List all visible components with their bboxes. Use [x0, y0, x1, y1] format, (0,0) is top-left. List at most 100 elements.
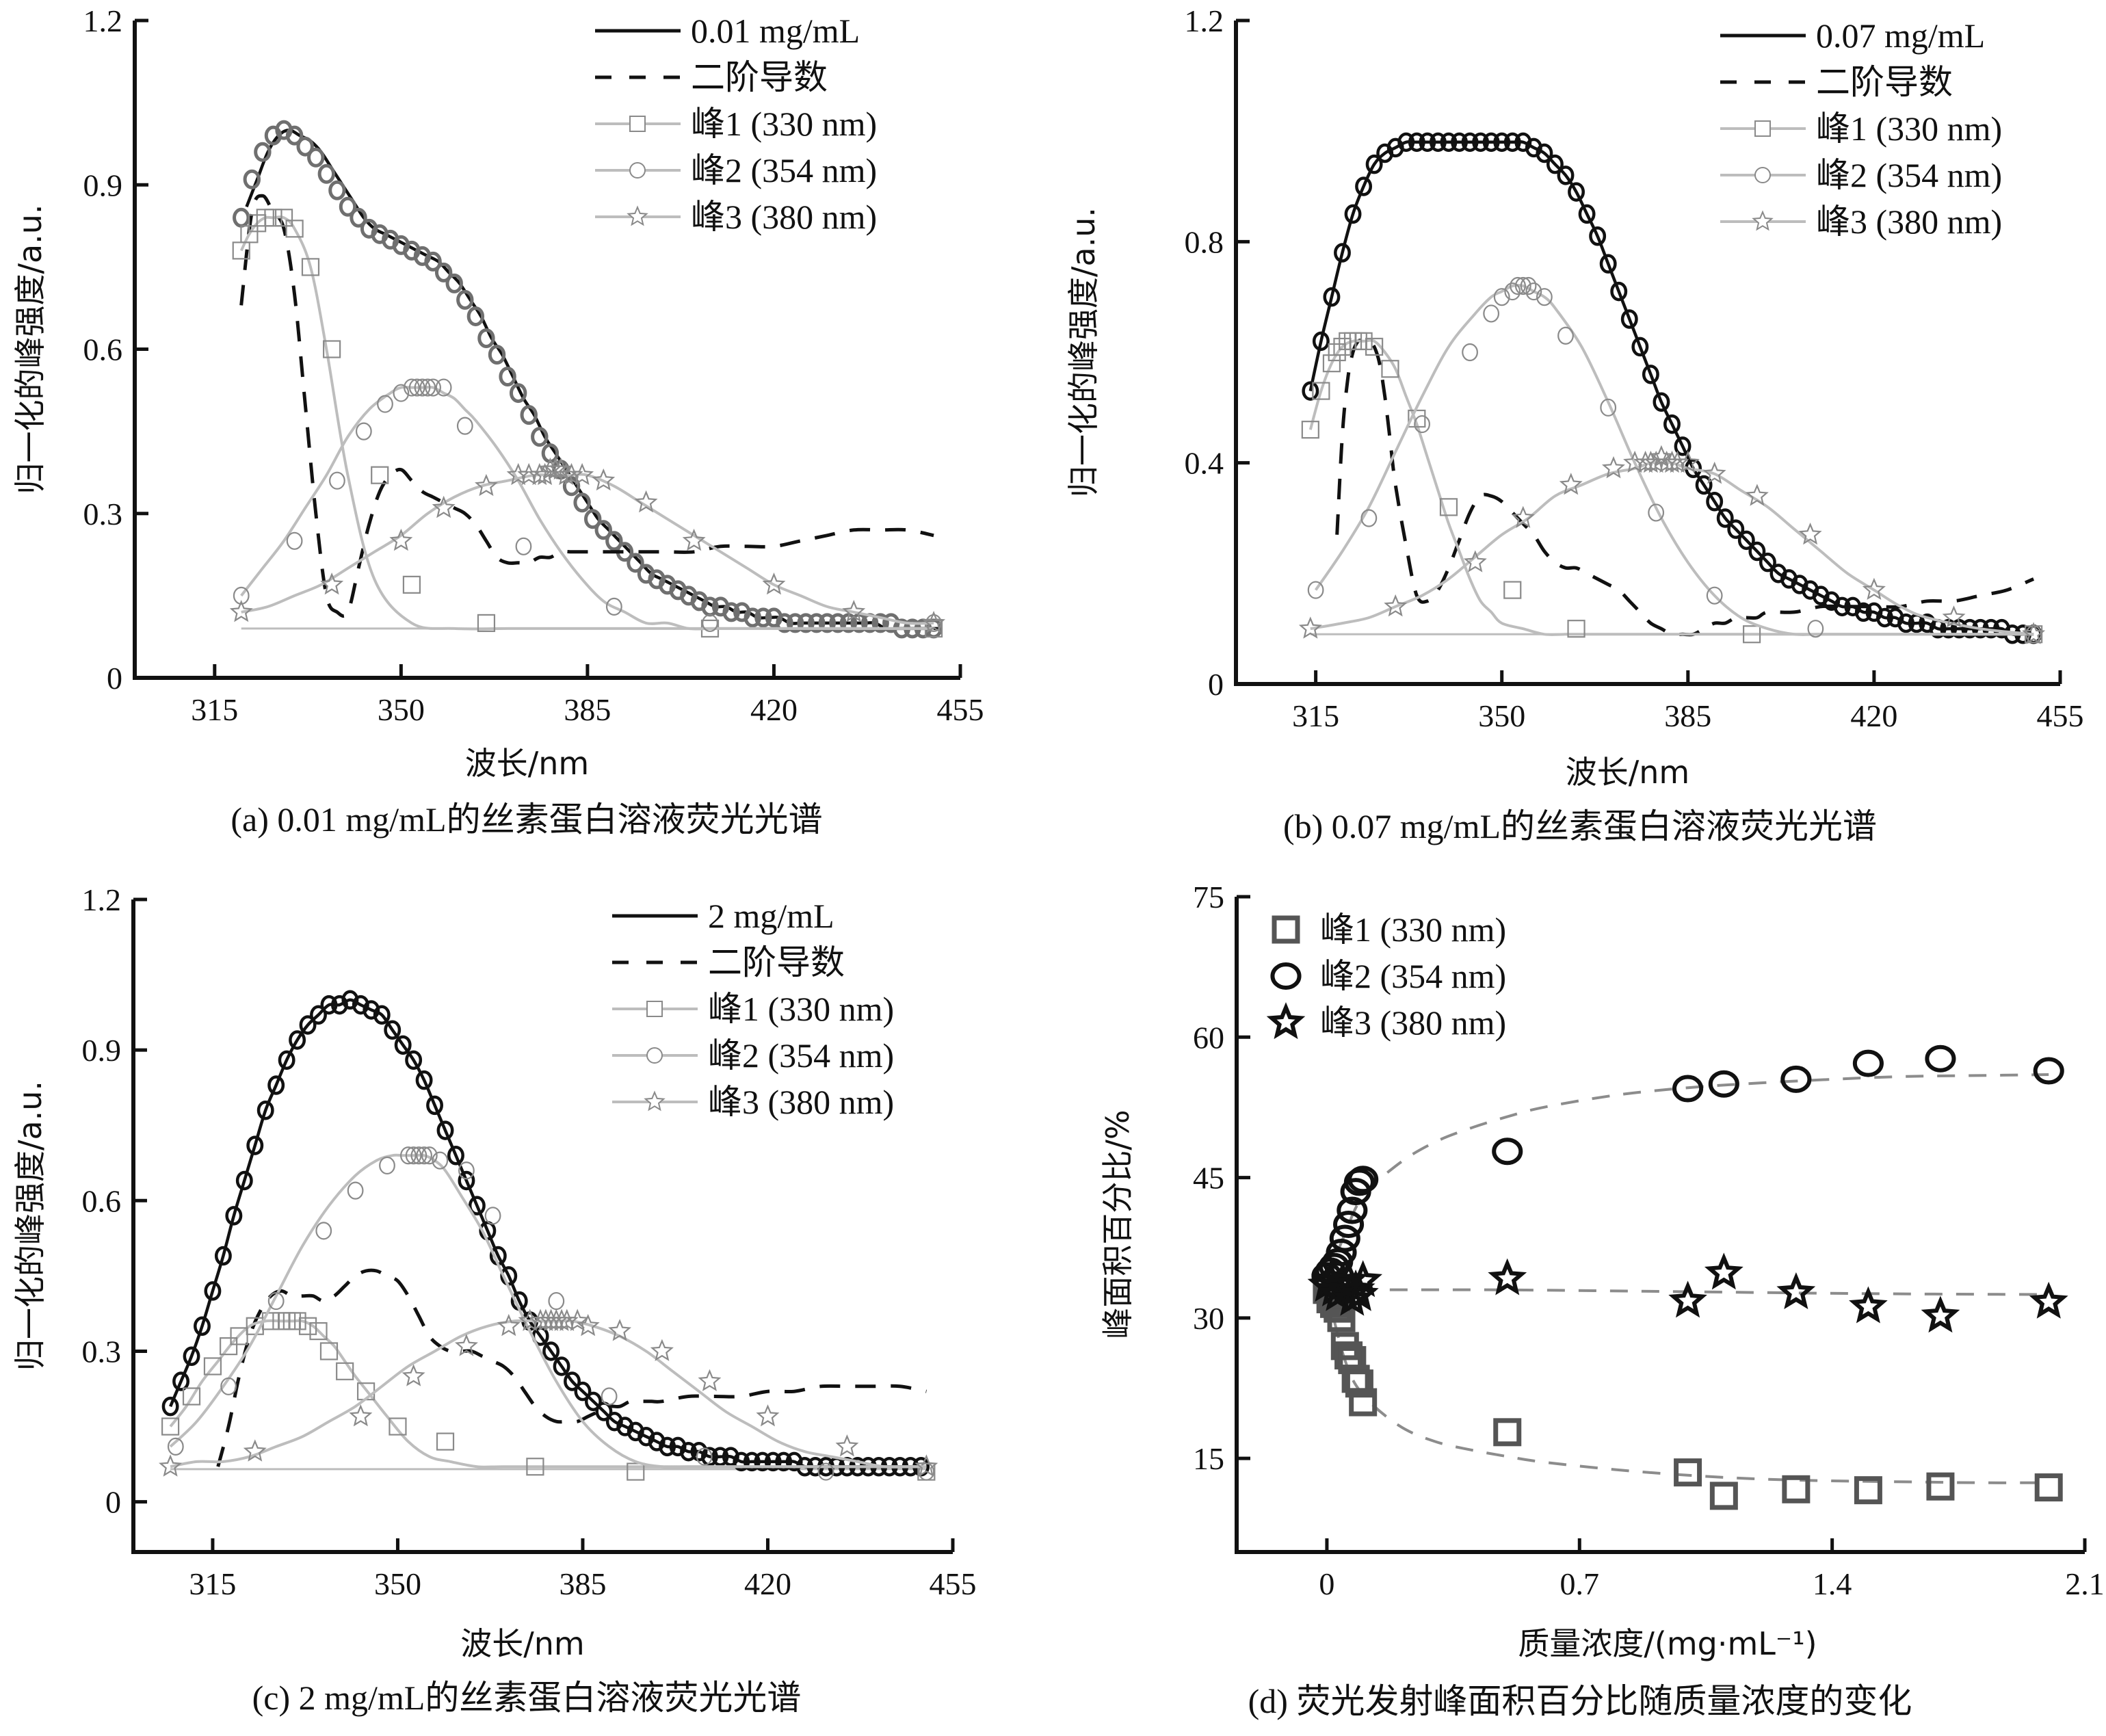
series-5 [229, 457, 946, 633]
data-point [285, 125, 304, 146]
data-point [1601, 456, 1625, 479]
y-tick-label: 0 [107, 661, 122, 696]
series-4 [1298, 445, 2046, 644]
data-point [1482, 132, 1500, 153]
data-point [1709, 1482, 1738, 1510]
series-1 [1326, 1073, 2049, 1281]
data-point [702, 614, 718, 633]
y-tick-label: 30 [1193, 1301, 1224, 1336]
panel-d: 0 0.7 1.4 2.1 15 30 45 60 75 质量浓度/(mg·mL⁻¹) 峰面积百分比… [1053, 868, 2106, 1736]
square-marker-icon [1272, 915, 1300, 944]
data-point [1599, 254, 1617, 274]
data-point [415, 1070, 433, 1090]
x-tick-label: 350 [374, 1566, 421, 1601]
axes: 315 350 385 420 455 0 0.3 0.6 0.9 1.2 波长/nm 归一化的峰强度… [12, 3, 984, 782]
data-point [764, 1451, 782, 1472]
star-marker-icon [1266, 1002, 1306, 1040]
series-3 [167, 1146, 935, 1481]
data-point [347, 1181, 364, 1200]
data-point [1472, 132, 1490, 153]
data-point [1921, 1296, 1960, 1333]
series-line [1335, 339, 2035, 637]
legend-label: 峰1 (330 nm) [1320, 910, 1506, 949]
data-point [319, 1342, 339, 1360]
data-point [1926, 1472, 1955, 1501]
data-point [1852, 1049, 1884, 1077]
data-point [425, 378, 441, 397]
series-line [240, 385, 934, 631]
data-point [246, 1135, 264, 1155]
fit-curve [1326, 1073, 2049, 1281]
y-tick-label: 0.6 [82, 1183, 122, 1218]
series-line [239, 194, 934, 618]
x-tick-label: 1.4 [1813, 1566, 1852, 1601]
x-tick-label: 315 [191, 692, 238, 727]
data-point [754, 607, 772, 628]
series-line [1310, 461, 2034, 636]
data-point [818, 613, 837, 633]
legend-item: 二阶导数 [612, 943, 845, 982]
panel-b: 315 350 385 420 455 0 0.4 0.8 1.2 波长/nm 归一化的峰强度/a.… [1053, 0, 2106, 868]
data-point [458, 1161, 475, 1180]
x-tick-label: 420 [744, 1566, 791, 1601]
data-point [1704, 1252, 1743, 1290]
series-1 [233, 120, 943, 639]
x-tick-label: 455 [930, 1566, 977, 1601]
data-point [594, 520, 612, 540]
data-point [914, 1454, 938, 1477]
series-line [1314, 284, 2034, 636]
data-point [531, 427, 549, 447]
circle-marker-icon [1270, 962, 1302, 990]
data-point [548, 1291, 565, 1311]
data-point [1336, 1269, 1376, 1306]
legend-label: 0.01 mg/mL [691, 12, 860, 50]
legend-label: 峰3 (380 nm) [691, 198, 877, 236]
y-tick-label: 0 [105, 1485, 121, 1520]
x-tick-label: 420 [1850, 698, 1897, 733]
data-point [286, 531, 303, 550]
legend-label: 0.07 mg/mL [1816, 16, 1985, 55]
data-point [225, 1206, 243, 1226]
chart-c: 315 350 385 420 455 0 0.3 0.6 0.9 1.2 波长/nm 归一化的峰强度… [12, 882, 977, 1717]
data-point [1343, 1168, 1375, 1196]
data-point [754, 1451, 772, 1472]
data-point [410, 1146, 427, 1165]
data-point [566, 1308, 590, 1331]
series-points-2 [1307, 1252, 2068, 1333]
data-point [1488, 1258, 1527, 1296]
data-point [1702, 461, 1726, 484]
data-point [918, 1462, 935, 1481]
data-point [1419, 132, 1436, 153]
data-point [1672, 1075, 1704, 1103]
data-point [204, 1281, 222, 1301]
data-point [172, 1371, 190, 1391]
data-point [317, 163, 336, 184]
data-point [421, 1146, 438, 1165]
data-point [278, 1050, 295, 1070]
data-point [1546, 154, 1564, 174]
data-point [682, 528, 706, 551]
data-point [1365, 337, 1384, 356]
data-point [797, 613, 815, 633]
legend-item: 峰3 (380 nm) [595, 198, 877, 236]
data-point [402, 575, 421, 594]
data-point [167, 1437, 184, 1456]
data-point [288, 1312, 306, 1330]
legend-label: 峰2 (354 nm) [1320, 957, 1506, 995]
data-point [419, 378, 436, 397]
legend-item: 0.07 mg/mL [1720, 16, 1985, 55]
series-line [169, 1153, 927, 1469]
data-point [373, 1005, 391, 1025]
y-tick-label: 45 [1193, 1161, 1224, 1196]
series-2 [161, 1312, 936, 1481]
legend-label: 峰3 (380 nm) [1320, 1003, 1506, 1042]
chart-b: 315 350 385 420 455 0 0.4 0.8 1.2 波长/nm 归一化的峰强度/a.… [1065, 3, 2084, 845]
data-point [499, 367, 516, 387]
y-tick-label: 0.4 [1185, 446, 1224, 481]
legend-item: 峰1 (330 nm) [1272, 910, 1506, 949]
series-line [169, 1319, 927, 1469]
legend-item: 峰2 (354 nm) [1270, 957, 1506, 995]
star-marker-icon [627, 205, 648, 226]
data-point [1578, 204, 1596, 224]
